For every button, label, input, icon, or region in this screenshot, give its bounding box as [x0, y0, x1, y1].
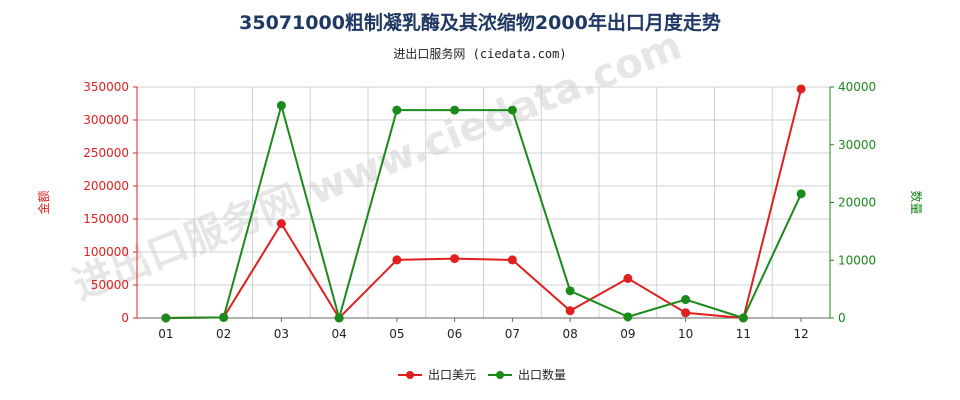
right-tick-label-4: 40000 [838, 80, 876, 94]
legend-marker-0 [406, 371, 414, 379]
chart-title: 35071000粗制凝乳酶及其浓缩物2000年出口月度走势 [239, 12, 721, 34]
left-tick-label-1: 50000 [91, 278, 129, 292]
watermark-text: 进出口服务网 www.ciedata.com [67, 22, 689, 309]
x-tick-label-02: 02 [216, 327, 231, 341]
legend-item-amount: 出口美元 [398, 368, 476, 382]
x-tick-label-05: 05 [389, 327, 404, 341]
x-tick-label-12: 12 [793, 327, 808, 341]
series-layer [161, 84, 806, 323]
left-tick-label-7: 350000 [83, 80, 129, 94]
data-point-0-08 [565, 306, 575, 316]
legend-item-quantity: 出口数量 [488, 367, 566, 382]
data-point-0-05 [392, 255, 402, 265]
data-point-1-04 [334, 313, 344, 323]
left-tick-label-5: 250000 [83, 146, 129, 160]
data-point-0-09 [623, 273, 633, 283]
right-tick-label-2: 20000 [838, 196, 876, 210]
data-point-0-12 [796, 84, 806, 94]
series-line-0 [165, 88, 803, 320]
data-point-1-08 [565, 286, 575, 296]
data-point-1-05 [392, 105, 402, 115]
series-line-1 [165, 101, 803, 322]
data-point-1-07 [507, 105, 517, 115]
data-point-1-09 [623, 312, 633, 322]
x-axis-ticks: 01 02 03 04 05 06 07 08 09 10 11 12 [158, 318, 809, 341]
legend-label-1: 出口数量 [518, 367, 566, 382]
data-point-0-06 [450, 254, 460, 264]
data-point-0-07 [507, 255, 517, 265]
data-point-1-02 [219, 312, 229, 322]
x-tick-label-06: 06 [447, 327, 462, 341]
data-point-1-12 [796, 189, 806, 199]
chart-legend: 出口美元 出口数量 [398, 367, 566, 382]
data-point-1-11 [738, 313, 748, 323]
chart-subtitle: 进出口服务网 (ciedata.com) [393, 47, 567, 61]
x-tick-label-01: 01 [158, 327, 173, 341]
legend-label-0: 出口美元 [428, 368, 476, 382]
data-point-0-03 [276, 219, 286, 229]
data-point-1-03 [276, 100, 286, 110]
right-tick-label-1: 10000 [838, 253, 876, 267]
left-tick-label-0: 0 [121, 311, 129, 325]
data-point-1-06 [450, 105, 460, 115]
left-tick-label-4: 200000 [83, 179, 129, 193]
x-tick-label-10: 10 [678, 327, 693, 341]
left-tick-label-6: 300000 [83, 113, 129, 127]
series-quantity [161, 100, 806, 323]
x-tick-label-03: 03 [274, 327, 289, 341]
legend-marker-1 [496, 371, 504, 379]
x-tick-label-04: 04 [331, 327, 346, 341]
data-point-1-01 [161, 313, 171, 323]
right-axis-label: 数量 [909, 190, 924, 214]
x-tick-label-11: 11 [736, 327, 751, 341]
right-tick-label-0: 0 [838, 311, 846, 325]
right-tick-label-3: 30000 [838, 138, 876, 152]
left-tick-label-3: 150000 [83, 212, 129, 226]
x-tick-label-09: 09 [620, 327, 635, 341]
left-tick-label-2: 100000 [83, 245, 129, 259]
data-point-0-10 [681, 308, 691, 318]
left-axis-label: 金额 [36, 190, 51, 214]
right-axis-ticks: 0 10000 20000 30000 40000 [830, 80, 876, 325]
left-axis-ticks: 0 50000 100000 150000 200000 250000 300000 3500… [83, 80, 137, 325]
x-tick-label-08: 08 [562, 327, 577, 341]
x-tick-label-07: 07 [505, 327, 520, 341]
data-point-1-10 [681, 295, 691, 305]
